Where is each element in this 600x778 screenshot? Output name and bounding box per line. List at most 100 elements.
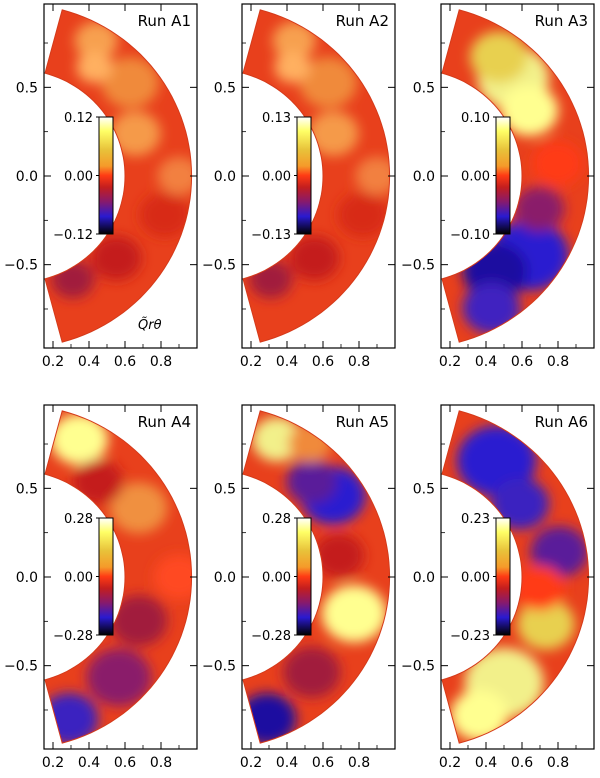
field-blob: [139, 192, 190, 238]
field-blob: [76, 51, 113, 84]
field-blob: [249, 260, 293, 299]
field-map: [45, 9, 192, 343]
x-tick-label: 0.4: [276, 354, 298, 370]
colorbar: [296, 517, 312, 636]
y-tick-label: −0.5: [202, 659, 236, 675]
y-tick-label: 0.5: [413, 80, 435, 96]
y-tick-label: 0.5: [16, 80, 38, 96]
field-blob: [513, 186, 565, 232]
y-tick-label: −0.5: [401, 258, 435, 274]
field-blob: [532, 141, 583, 186]
y-tick-label: 0.0: [413, 169, 435, 185]
panel-title: Run A2: [336, 12, 389, 30]
field-blob: [109, 595, 168, 647]
field-blob: [101, 57, 159, 109]
panel-5: 0.2 0.4 0.6 0.8 0.5 0.0 −0.5 Run A5 0.28 0.00 −0.2…: [202, 404, 396, 771]
colorbar-label: −0.23: [450, 629, 490, 644]
x-tick-label: 0.6: [511, 755, 533, 771]
colorbar-label: 0.28: [262, 512, 291, 527]
field-blob: [274, 51, 311, 84]
x-tick-label: 0.4: [475, 354, 497, 370]
field-blob: [500, 84, 559, 136]
x-tick-label: 0.6: [114, 755, 136, 771]
field-blob: [456, 425, 537, 496]
field-blob: [517, 598, 575, 650]
colorbar-label: 0.00: [64, 571, 93, 586]
panel-2: 0.2 0.4 0.6 0.8 0.5 0.0 −0.5 Run A2 0.13 0.00 −0.1…: [202, 3, 396, 370]
field-blob: [313, 533, 365, 578]
colorbar-label: 0.12: [64, 111, 93, 126]
field-blob: [299, 57, 357, 109]
y-tick-label: 0.0: [16, 169, 38, 185]
field-blob: [272, 21, 316, 61]
colorbar: [296, 116, 312, 235]
panel-1: 0.2 0.4 0.6 0.8 0.5 0.0 −0.5 Run A1 0.12 0.00 −0.1…: [4, 3, 198, 370]
y-tick-label: −0.5: [4, 659, 38, 675]
colorbar: [495, 116, 511, 235]
panel-title: Run A5: [336, 413, 389, 431]
field-blob: [109, 482, 168, 534]
field-blob: [469, 31, 528, 83]
field-map: [243, 9, 390, 343]
y-tick-label: −0.5: [202, 258, 236, 274]
field-blob: [321, 584, 387, 643]
field-blob: [514, 565, 565, 611]
field-blob: [157, 156, 192, 196]
field-blob: [337, 192, 388, 238]
field-map: [442, 9, 589, 343]
colorbar-label: 0.13: [262, 111, 291, 126]
x-tick-label: 0.4: [276, 755, 298, 771]
x-tick-label: 0.2: [240, 755, 262, 771]
x-tick-label: 0.2: [42, 755, 64, 771]
colorbar-label: −0.28: [251, 629, 291, 644]
field-blob: [491, 478, 549, 530]
x-tick-label: 0.8: [547, 755, 569, 771]
y-tick-label: 0.5: [214, 80, 236, 96]
field-base: [442, 410, 589, 744]
panel-6: 0.2 0.4 0.6 0.8 0.5 0.0 −0.5 Run A6 0.23 0.00 −0.2…: [401, 404, 595, 771]
colorbar-label: 0.23: [461, 512, 490, 527]
field-blob: [74, 21, 118, 61]
x-tick-label: 0.8: [150, 354, 172, 370]
colorbar-label: 0.10: [461, 111, 490, 126]
colorbar-label: −0.12: [53, 228, 93, 243]
x-tick-label: 0.4: [78, 354, 100, 370]
field-blob: [286, 459, 337, 505]
field-blob: [462, 282, 521, 334]
field-blob: [51, 260, 95, 299]
colorbar-label: 0.00: [461, 170, 490, 185]
panel-title: Run A6: [535, 413, 588, 431]
field-blob: [252, 416, 303, 462]
field-blob: [530, 526, 589, 578]
field-blob: [45, 693, 99, 744]
x-tick-label: 0.2: [439, 755, 461, 771]
quantity-label: Q̃rθ: [138, 318, 162, 333]
x-tick-label: 0.4: [78, 755, 100, 771]
field-map: [243, 410, 390, 744]
panel-title: Run A1: [138, 12, 191, 30]
x-tick-label: 0.8: [150, 755, 172, 771]
colorbar-label: 0.00: [64, 170, 93, 185]
x-tick-label: 0.4: [475, 755, 497, 771]
y-tick-label: −0.5: [4, 258, 38, 274]
colorbar: [98, 517, 114, 636]
colorbar: [495, 517, 511, 636]
x-tick-label: 0.8: [348, 354, 370, 370]
field-blob: [243, 693, 297, 744]
field-blob: [282, 646, 341, 698]
field-blob: [355, 156, 390, 196]
colorbar-label: 0.00: [262, 170, 291, 185]
field-map: [442, 410, 589, 744]
field-blob: [289, 235, 340, 281]
x-tick-label: 0.6: [511, 354, 533, 370]
field-blob: [72, 459, 124, 505]
x-tick-label: 0.2: [439, 354, 461, 370]
panel-3: 0.2 0.4 0.6 0.8 0.5 0.0 −0.5 Run A3 0.10 0.00 −0.1…: [401, 3, 595, 370]
x-tick-label: 0.2: [240, 354, 262, 370]
panel-title: Run A4: [138, 413, 191, 431]
x-tick-label: 0.6: [312, 354, 334, 370]
y-tick-label: 0.5: [413, 481, 435, 497]
panel-title: Run A3: [535, 12, 588, 30]
y-tick-label: 0.0: [214, 570, 236, 586]
